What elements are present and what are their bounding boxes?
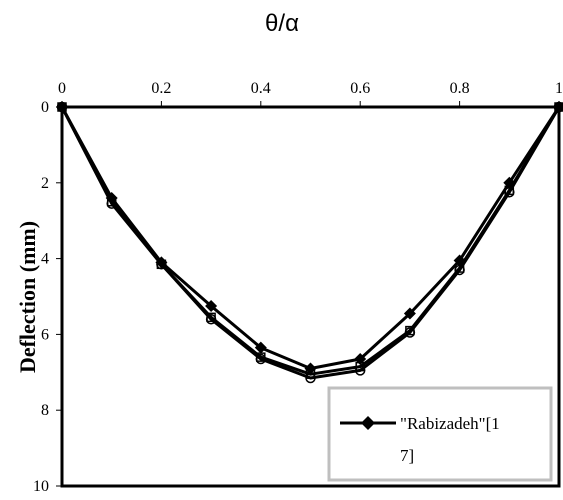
x-tick-label: 1 — [555, 80, 563, 97]
data-point-diamond — [403, 307, 416, 320]
plot-frame — [60, 105, 561, 488]
data-point-circle — [404, 327, 416, 338]
y-tick-label: 2 — [41, 175, 49, 192]
data-point-circle — [255, 353, 267, 365]
legend-label-line-1: "Rabizadeh"[1 — [400, 414, 500, 433]
data-point-circle — [454, 264, 465, 276]
series-line — [60, 106, 561, 380]
y-tick-label: 8 — [41, 402, 49, 419]
legend-box — [327, 386, 553, 482]
y-tick-label: 6 — [41, 326, 49, 343]
x-tick-label: 0 — [58, 80, 66, 97]
x-tick-label: 0.6 — [350, 80, 370, 97]
series-3 — [56, 101, 563, 384]
legend: "Rabizadeh"[1 7] — [327, 386, 553, 482]
series-1 — [56, 101, 563, 375]
legend-diamond-marker — [361, 416, 375, 430]
y-tick-label: 4 — [41, 251, 49, 268]
plot-series — [56, 101, 563, 384]
y-tick-label: 10 — [33, 478, 49, 495]
data-point-circle — [156, 259, 167, 270]
data-point-diamond — [304, 362, 317, 375]
y-tick-label: 0 — [41, 99, 49, 116]
data-point-diamond — [254, 341, 267, 354]
data-point-circle — [354, 365, 366, 376]
series-line — [60, 106, 561, 376]
x-tick-label: 0.4 — [251, 80, 271, 97]
data-point-diamond — [205, 299, 218, 312]
y-axis-label: Deflection (mm) — [15, 221, 40, 373]
legend-label-line-2: 7] — [400, 446, 414, 465]
data-point-circle — [205, 313, 217, 325]
data-point-circle — [106, 198, 117, 209]
series-2 — [57, 102, 563, 379]
series-line — [60, 106, 561, 370]
x-tick-label: 0.2 — [151, 80, 171, 97]
data-point-circle — [305, 372, 316, 384]
x-tick-label: 0.8 — [450, 80, 470, 97]
data-point-circle — [504, 187, 515, 198]
x-axis-label: θ/α — [265, 10, 299, 37]
